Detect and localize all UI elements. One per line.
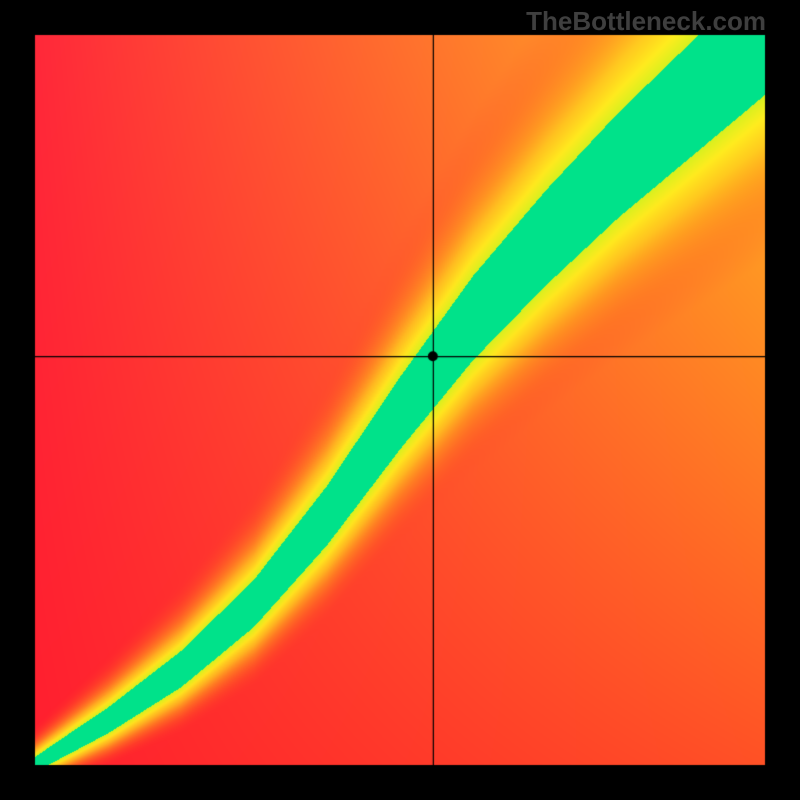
watermark-text: TheBottleneck.com (526, 6, 766, 37)
bottleneck-heatmap (0, 0, 800, 800)
chart-container: { "chart": { "type": "heatmap", "canvas_… (0, 0, 800, 800)
